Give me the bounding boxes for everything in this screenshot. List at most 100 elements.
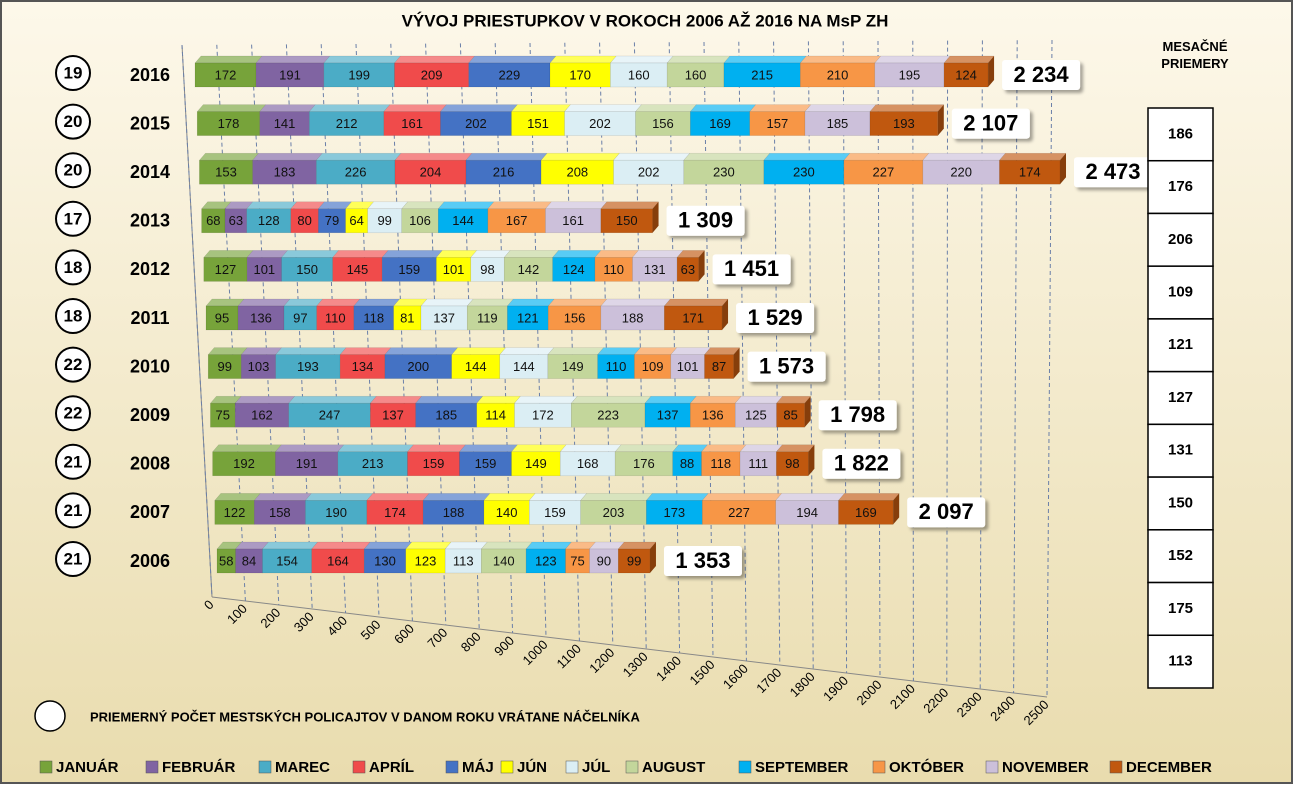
year-label: 2013 (130, 211, 170, 231)
bar-side (988, 56, 995, 87)
legend-label: MÁJ (462, 759, 494, 776)
bar-top (304, 493, 374, 501)
segment-label: 159 (423, 456, 445, 471)
bar-segment (203, 257, 248, 282)
segment-label: 149 (562, 359, 584, 374)
bar-segment (384, 354, 452, 379)
bar-side (1060, 153, 1067, 185)
bar-top (563, 104, 643, 112)
total-label: 2 107 (963, 110, 1018, 135)
bar-top (401, 201, 445, 210)
bar-top (451, 347, 507, 355)
total-label: 1 353 (675, 548, 730, 573)
segment-label: 122 (224, 505, 246, 520)
segment-label: 144 (465, 359, 487, 374)
segment-label: 174 (384, 505, 406, 520)
segment-label: 216 (493, 165, 515, 180)
bar-segment (749, 111, 806, 136)
bar-top (214, 493, 261, 501)
bar-segment (207, 354, 242, 379)
legend-swatch (500, 760, 514, 774)
bar-top (363, 541, 413, 550)
total-box (951, 108, 1030, 139)
bar-segment (255, 62, 325, 88)
bar-segment (309, 111, 385, 136)
year-label: 2014 (130, 162, 170, 182)
bar-top (775, 493, 846, 501)
bar-top (283, 298, 324, 307)
bar-segment (281, 257, 333, 282)
total-box (663, 546, 742, 576)
legend-label: JÚN (517, 758, 547, 776)
segment-label: 203 (603, 505, 625, 520)
bar-top (406, 444, 467, 453)
segment-label: 202 (465, 116, 487, 131)
legend-swatch (258, 760, 272, 774)
segment-label: 153 (215, 165, 237, 180)
average-value: 152 (1168, 547, 1193, 564)
segment-label: 110 (606, 359, 627, 374)
bar-top (689, 104, 757, 112)
bar-top (332, 250, 389, 258)
bar-segment (701, 451, 741, 477)
segment-label: 63 (681, 262, 695, 277)
bar-side (722, 299, 729, 330)
bar-segment (465, 159, 542, 185)
segment-label: 144 (452, 213, 474, 228)
bar-top (315, 152, 402, 161)
bar-segment (438, 208, 489, 234)
segment-label: 109 (642, 359, 664, 374)
note-circle (34, 700, 66, 732)
bar-segment (283, 305, 317, 331)
bar-segment (547, 305, 602, 331)
bar-segment (405, 548, 446, 574)
legend-label: MAREC (275, 759, 330, 776)
year-label: 2011 (130, 308, 169, 328)
average-box (1147, 265, 1214, 320)
segment-label: 188 (622, 310, 644, 325)
total-box (747, 351, 826, 382)
legend-label: NOVEMBER (1002, 759, 1089, 776)
total-label: 2 097 (919, 499, 974, 524)
segment-label: 193 (297, 359, 319, 374)
segment-label: 97 (293, 310, 307, 325)
bar-top (612, 152, 691, 161)
segment-label: 87 (712, 359, 726, 374)
segment-label: 191 (296, 456, 318, 471)
bar-top (943, 55, 995, 64)
legend-swatch (352, 760, 366, 774)
averages-title: MESAČNÉ PRIEMERY (1161, 39, 1229, 71)
bar-segment (683, 159, 765, 185)
segment-label: 167 (506, 213, 528, 228)
average-value: 175 (1168, 600, 1193, 617)
segment-label: 144 (513, 359, 535, 374)
segment-label: 124 (563, 262, 585, 277)
year-label: 2009 (130, 405, 170, 425)
legend-swatch (738, 760, 752, 774)
segment-label: 80 (297, 213, 311, 228)
segment-label: 140 (493, 553, 515, 568)
segment-label: 111 (748, 456, 768, 471)
bar-segment (776, 402, 805, 428)
bar-segment (499, 354, 549, 379)
officer-circle (55, 152, 91, 189)
bar-segment (580, 500, 647, 525)
bar-top (367, 201, 409, 210)
segment-label: 68 (206, 213, 220, 228)
bar-segment (259, 111, 310, 136)
bar-top (487, 201, 552, 210)
segment-label: 169 (855, 505, 877, 520)
bar-segment (393, 305, 422, 331)
bar-segment (547, 354, 598, 379)
bar-segment (670, 354, 705, 379)
segment-label: 204 (420, 165, 442, 180)
bar-top (549, 55, 617, 64)
segment-label: 136 (702, 408, 724, 423)
segment-label: 101 (677, 359, 699, 374)
bar-segment (252, 159, 317, 185)
segment-label: 151 (527, 116, 549, 131)
bar-segment (420, 305, 468, 331)
bar-top (670, 347, 712, 355)
segment-label: 98 (785, 456, 799, 471)
segment-label: 162 (251, 408, 273, 423)
